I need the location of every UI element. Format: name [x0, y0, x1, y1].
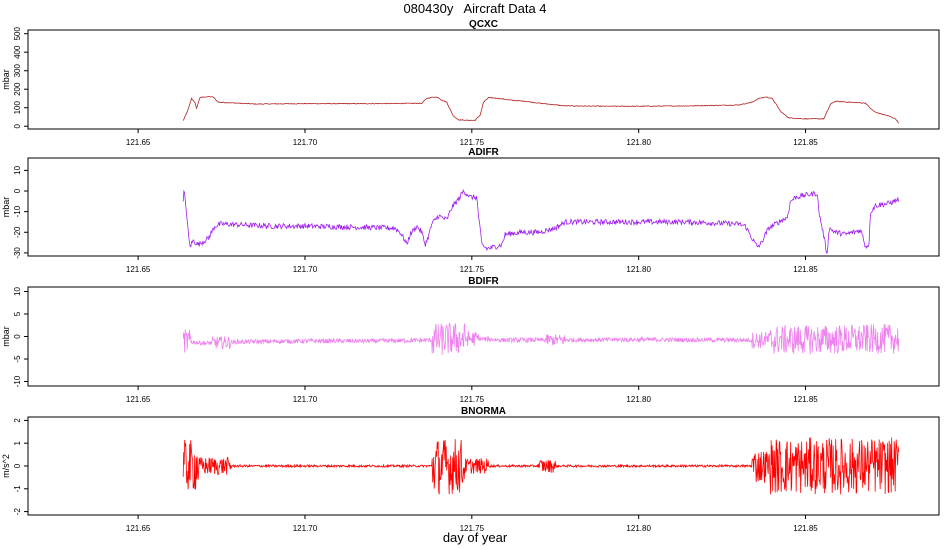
x-tick-label: 121.80 — [626, 265, 651, 274]
y-tick-label: 0 — [13, 334, 22, 339]
x-tick-label: 121.65 — [126, 395, 151, 404]
x-tick-label: 121.85 — [793, 138, 818, 147]
y-tick-label: 300 — [13, 63, 22, 77]
panel-title: BNORMA — [461, 406, 506, 417]
x-tick-label: 121.65 — [126, 265, 151, 274]
x-tick-label: 121.70 — [293, 395, 318, 404]
y-tick-label: -10 — [13, 205, 22, 217]
panel-title: ADIFR — [468, 147, 499, 158]
y-tick-label: 400 — [13, 45, 22, 59]
y-tick-label: 0 — [13, 188, 22, 193]
y-axis-label: mbar — [1, 197, 11, 218]
figure-title: 080430y Aircraft Data 4 — [403, 1, 547, 16]
x-tick-label: 121.65 — [126, 138, 151, 147]
y-tick-label: 10 — [13, 165, 22, 174]
series-line — [182, 188, 899, 254]
y-tick-label: -30 — [13, 247, 22, 259]
y-tick-label: 100 — [13, 101, 22, 115]
x-tick-label: 121.70 — [293, 265, 318, 274]
y-tick-label: -10 — [13, 375, 22, 387]
y-tick-label: 2 — [13, 418, 22, 423]
y-tick-label: 1 — [13, 440, 22, 445]
x-tick-label: 121.75 — [460, 265, 485, 274]
x-tick-label: 121.65 — [126, 524, 151, 533]
plot-frame — [27, 416, 940, 516]
y-tick-label: 0 — [13, 463, 22, 468]
y-tick-label: 500 — [13, 26, 22, 40]
y-tick-label: -5 — [13, 355, 22, 363]
series-line — [182, 95, 899, 124]
y-tick-label: 0 — [13, 123, 22, 128]
x-axis-label: day of year — [442, 530, 508, 545]
x-tick-label: 121.85 — [793, 524, 818, 533]
plot-frame — [27, 286, 940, 387]
y-axis-label: mbar — [1, 326, 11, 347]
panel-title: QCXC — [469, 19, 498, 30]
chart-panel-bnorma: BNORMA m/s^2 -2 -1 0 1 2 121.65 121.70 121.75 121.… — [1, 406, 940, 533]
x-tick-label: 121.80 — [626, 524, 651, 533]
x-tick-label: 121.75 — [460, 395, 485, 404]
x-tick-label: 121.70 — [293, 138, 318, 147]
x-tick-label: 121.75 — [460, 524, 485, 533]
x-tick-label: 121.70 — [293, 524, 318, 533]
y-tick-label: -2 — [13, 507, 22, 515]
plot-frame — [27, 157, 940, 257]
panel-title: BDIFR — [468, 276, 499, 287]
y-axis-label: mbar — [1, 69, 11, 90]
plot-frame — [27, 29, 940, 130]
x-tick-label: 121.85 — [793, 265, 818, 274]
series-line — [182, 322, 900, 355]
series-line — [182, 437, 900, 495]
y-tick-label: -1 — [13, 485, 22, 493]
y-tick-label: 200 — [13, 82, 22, 96]
x-tick-label: 121.85 — [793, 395, 818, 404]
y-tick-label: 5 — [13, 311, 22, 316]
chart-panel-qcxc: QCXC mbar 0 100 200 300 400 500 121.65 121.70 121.… — [1, 19, 940, 147]
x-tick-label: 121.80 — [626, 138, 651, 147]
y-tick-label: 10 — [13, 287, 22, 296]
chart-panel-bdifr: BDIFR mbar -10 -5 0 5 10 121.65 121.70 121.75 121.… — [1, 276, 940, 404]
x-tick-label: 121.75 — [460, 138, 485, 147]
chart-panel-adifr: ADIFR mbar -30 -20 -10 0 10 121.65 121.70 121.75 1… — [1, 147, 940, 274]
x-tick-label: 121.80 — [626, 395, 651, 404]
y-axis-label: m/s^2 — [1, 454, 11, 478]
y-tick-label: -20 — [13, 226, 22, 238]
